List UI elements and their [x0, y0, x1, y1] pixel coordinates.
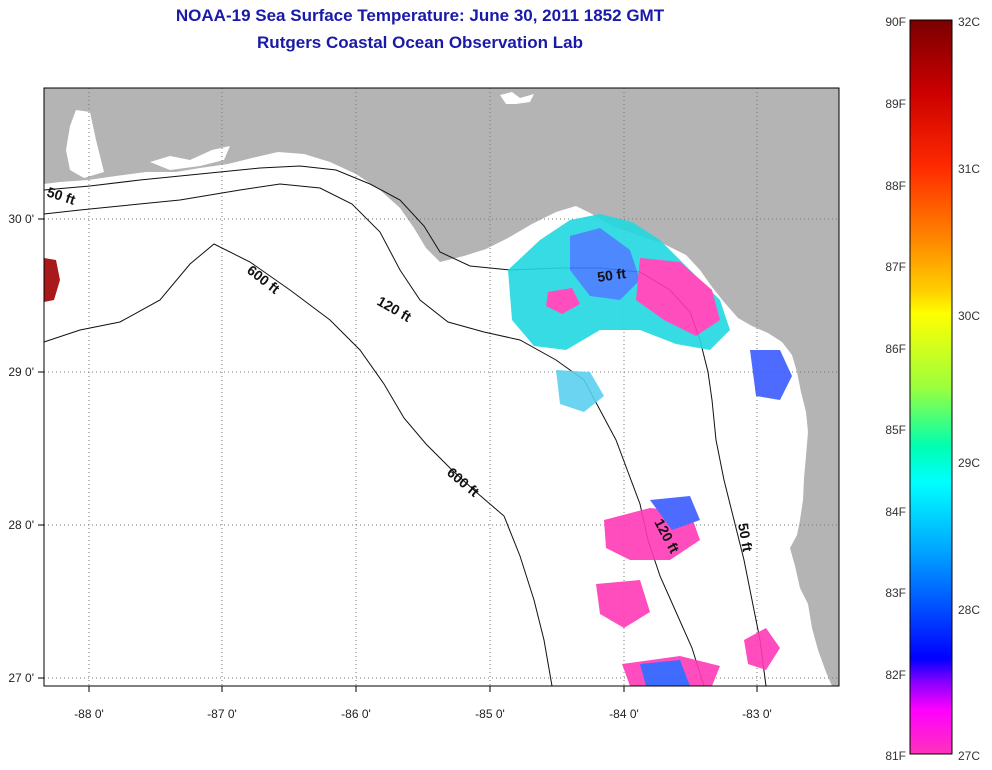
- lat-tick-label: 27 0': [8, 671, 34, 685]
- lon-tick-label: -85 0': [475, 707, 505, 721]
- colorbar-c-label: 31C: [958, 162, 980, 176]
- lon-tick-label: -86 0': [341, 707, 371, 721]
- patch-south2: [650, 496, 700, 530]
- patch-mid: [556, 370, 604, 412]
- colorbar-c-label: 27C: [958, 749, 980, 763]
- contour-600ft: [43, 243, 553, 687]
- lat-tick-label: 30 0': [8, 212, 34, 226]
- patch-south3: [596, 580, 650, 628]
- colorbar-gradient: [909, 19, 953, 755]
- colorbar-f-label: 90F: [885, 15, 906, 29]
- colorbar-c-label: 29C: [958, 456, 980, 470]
- colorbar-f-label: 86F: [885, 342, 906, 356]
- sst-patches: [44, 214, 792, 686]
- map-subtitle: Rutgers Coastal Ocean Observation Lab: [257, 33, 583, 52]
- colorbar-f-label: 81F: [885, 749, 906, 763]
- patch-south6: [744, 628, 780, 670]
- lake-blob: [500, 92, 534, 104]
- contour-label: 50 ft: [596, 265, 627, 285]
- magenta-patch-n: [546, 288, 580, 314]
- colorbar-c-label: 30C: [958, 309, 980, 323]
- colorbar-f-label: 89F: [885, 97, 906, 111]
- colorbar-f-label: 88F: [885, 179, 906, 193]
- lat-tick-label: 29 0': [8, 365, 34, 379]
- colorbar-f-label: 83F: [885, 586, 906, 600]
- patch-south5: [640, 660, 690, 686]
- map-frame: [43, 87, 840, 687]
- colorbar-f-label: 82F: [885, 668, 906, 682]
- patch-east: [750, 350, 792, 400]
- colorbar-f-label: 85F: [885, 423, 906, 437]
- graticule: [44, 88, 839, 686]
- tick-marks: [38, 218, 758, 692]
- magenta-patch-ne: [636, 258, 720, 336]
- colorbar-c-label: 32C: [958, 15, 980, 29]
- colorbar-f-label: 87F: [885, 260, 906, 274]
- lon-tick-label: -83 0': [742, 707, 772, 721]
- lon-tick-label: -87 0': [207, 707, 237, 721]
- map-title: NOAA-19 Sea Surface Temperature: June 30…: [175, 6, 665, 25]
- colorbar-f-label: 84F: [885, 505, 906, 519]
- mobile-bay: [66, 110, 104, 178]
- blue-patch: [570, 228, 640, 300]
- land-mass: [44, 88, 839, 686]
- colorbar-c-label: 28C: [958, 603, 980, 617]
- contour-label: 50 ft: [735, 522, 756, 553]
- lon-tick-label: -88 0': [74, 707, 104, 721]
- lon-tick-label: -84 0': [609, 707, 639, 721]
- lat-tick-label: 28 0': [8, 518, 34, 532]
- coastal-bay: [150, 146, 230, 170]
- warm-patch: [44, 258, 60, 302]
